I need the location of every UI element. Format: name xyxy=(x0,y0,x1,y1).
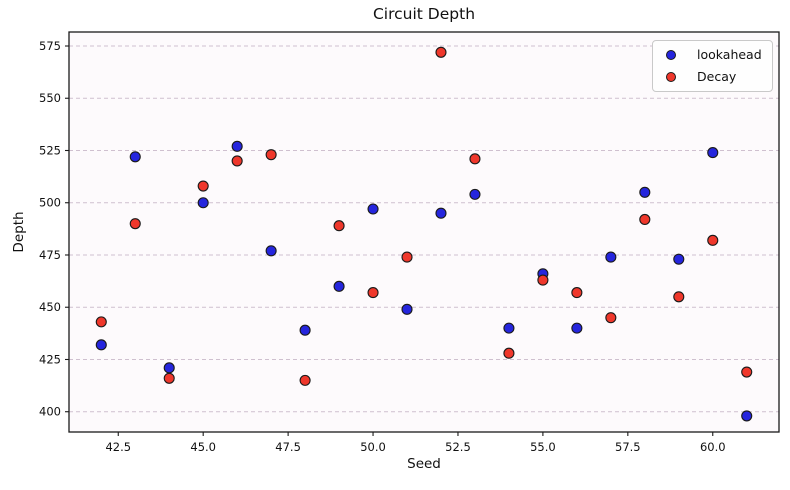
data-point-lookahead xyxy=(265,245,277,257)
data-point-decay xyxy=(673,291,685,303)
legend-item-lookahead: lookahead xyxy=(653,44,772,66)
data-point-decay xyxy=(639,213,651,226)
lookahead-marker-icon xyxy=(666,50,676,60)
y-tick-label: 400 xyxy=(39,405,61,419)
data-point-decay xyxy=(367,287,379,299)
data-point-decay xyxy=(333,220,345,232)
data-point-lookahead xyxy=(333,280,345,292)
x-tick-label: 55.0 xyxy=(530,440,556,454)
data-point-decay xyxy=(469,153,481,165)
legend-label-lookahead: lookahead xyxy=(697,46,762,62)
data-point-lookahead xyxy=(639,186,651,198)
data-point-lookahead xyxy=(673,253,685,265)
data-point-lookahead xyxy=(571,322,583,334)
x-tick-label: 52.5 xyxy=(445,440,471,454)
data-point-lookahead xyxy=(197,197,209,209)
data-point-lookahead xyxy=(95,339,107,351)
y-tick-label: 475 xyxy=(39,248,61,262)
data-point-lookahead xyxy=(401,303,413,315)
data-point-decay xyxy=(605,312,617,324)
x-tick-label: 45.0 xyxy=(190,440,216,454)
data-point-decay xyxy=(401,251,413,263)
data-point-decay xyxy=(163,372,175,384)
x-axis-label: Seed xyxy=(407,456,441,472)
data-point-lookahead xyxy=(299,324,311,336)
data-point-lookahead xyxy=(163,362,175,374)
y-axis-label: Depth xyxy=(11,211,27,253)
plot-background xyxy=(69,32,779,432)
data-point-lookahead xyxy=(503,322,515,334)
data-point-decay xyxy=(95,316,107,328)
y-tick-label: 550 xyxy=(39,91,61,105)
data-point-decay xyxy=(435,46,447,58)
data-point-lookahead xyxy=(741,410,753,422)
legend-label-decay: Decay xyxy=(697,68,737,84)
data-point-decay xyxy=(741,366,753,378)
data-point-decay xyxy=(231,155,243,167)
axes-spines xyxy=(68,31,780,433)
data-point-lookahead xyxy=(707,147,719,159)
data-point-lookahead xyxy=(367,203,379,215)
x-tick-label: 57.5 xyxy=(615,440,641,454)
data-point-lookahead xyxy=(129,151,141,163)
y-tick-label: 450 xyxy=(39,300,61,314)
legend-item-decay: Decay xyxy=(653,66,772,88)
chart-title: Circuit Depth xyxy=(372,5,476,23)
legend: lookahead Decay xyxy=(652,40,773,92)
data-point-decay xyxy=(503,347,515,359)
x-tick-label: 50.0 xyxy=(360,440,386,454)
data-point-decay xyxy=(571,287,583,299)
y-tick-label: 575 xyxy=(39,39,61,53)
decay-marker-icon xyxy=(666,72,676,82)
data-point-decay xyxy=(197,180,209,192)
data-point-lookahead xyxy=(469,188,481,200)
x-tick-label: 60.0 xyxy=(700,440,726,454)
y-tick-label: 525 xyxy=(39,143,61,157)
data-point-lookahead xyxy=(435,207,447,219)
data-point-lookahead xyxy=(231,140,243,152)
y-tick-label: 500 xyxy=(39,196,61,210)
data-point-decay xyxy=(707,234,719,246)
data-point-decay xyxy=(537,274,549,286)
x-tick-label: 47.5 xyxy=(275,440,301,454)
data-point-decay xyxy=(265,149,277,161)
data-point-decay xyxy=(129,218,141,230)
data-point-lookahead xyxy=(605,251,617,263)
y-tick-label: 425 xyxy=(39,352,61,366)
data-point-decay xyxy=(299,374,311,386)
x-tick-label: 42.5 xyxy=(105,440,131,454)
